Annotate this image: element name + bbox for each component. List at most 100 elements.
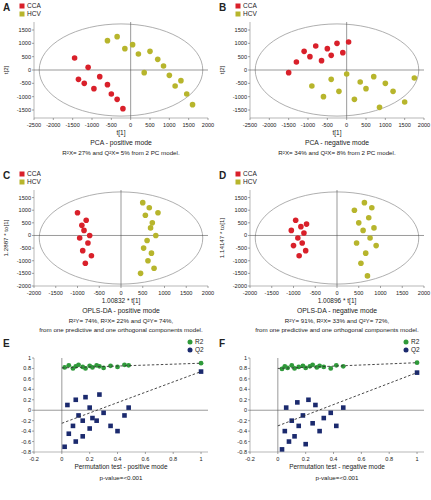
point (153, 233, 159, 239)
legend-swatch (188, 348, 193, 353)
y-tick (32, 420, 34, 421)
point (354, 240, 360, 246)
y-tick-label: 0.4 (23, 386, 31, 392)
y-tick (32, 110, 34, 111)
x-tick (121, 286, 122, 288)
x-tick-label: 1000 (158, 290, 170, 296)
x-tick-label: 0 (129, 122, 132, 128)
point (344, 71, 350, 77)
legend-label: CCA (243, 2, 257, 9)
legend-label: Q2 (195, 346, 204, 354)
legend-label: HCV (243, 178, 257, 185)
point (284, 405, 289, 410)
x-tick (169, 118, 170, 120)
y-tick-label: 0.8 (239, 365, 247, 371)
y-tick-label: 0.2 (239, 397, 247, 403)
x-axis-label: 1.00896 * t[1] (318, 297, 357, 305)
x-tick (293, 286, 294, 288)
x-tick-label: 0.6 (141, 456, 149, 462)
point (72, 55, 78, 61)
x-tick (34, 118, 35, 120)
y-tick-label: 0 (244, 407, 247, 413)
point (317, 429, 322, 434)
x-tick (186, 286, 187, 288)
x-axis-label: Permutation test - positive mode (74, 463, 168, 471)
y-tick-label: -0.6 (21, 439, 31, 445)
y-tick (248, 30, 250, 31)
point (306, 397, 311, 402)
y-tick (32, 260, 34, 261)
point (90, 416, 95, 421)
point (371, 225, 377, 231)
x-tick (145, 452, 146, 454)
point (295, 235, 301, 241)
x-tick (277, 452, 278, 454)
point (81, 81, 87, 87)
y-tick (248, 56, 250, 57)
point (360, 228, 366, 234)
point (286, 70, 292, 76)
y-tick (32, 378, 34, 379)
point (313, 43, 319, 49)
point (309, 83, 315, 89)
point (296, 253, 302, 259)
point (390, 89, 396, 95)
point (148, 225, 154, 231)
x-tick (269, 118, 270, 120)
point (299, 240, 305, 246)
point (115, 429, 120, 434)
x-tick (150, 118, 151, 120)
x-tick-label: -1000 (286, 290, 300, 296)
x-tick-label: -1000 (301, 122, 315, 128)
legend-swatch (236, 172, 241, 177)
point (319, 58, 325, 64)
point (83, 260, 89, 266)
y-tick (248, 389, 250, 390)
point (76, 77, 82, 83)
x-tick-label: 2000 (418, 290, 430, 296)
plot-area (286, 39, 417, 110)
point (66, 363, 71, 368)
point (136, 51, 142, 57)
x-tick-label: 0.8 (385, 456, 393, 462)
point (77, 235, 83, 241)
zero-line-y (250, 70, 424, 71)
x-tick (208, 286, 209, 288)
x-tick-label: 0 (60, 456, 63, 462)
x-tick (361, 452, 362, 454)
y-tick-label: 1500 (235, 27, 247, 33)
y-tick (32, 358, 34, 359)
x-tick (404, 118, 405, 120)
point (178, 78, 184, 84)
y-tick-label: 1500 (235, 195, 247, 201)
y-tick-label: -1000 (17, 258, 31, 264)
caption: R²X= 27% and Q²X= 5% from 2 PC model. (62, 149, 180, 156)
point (352, 97, 358, 103)
point (172, 83, 178, 89)
panel: -0.200.20.40.60.81-0.8-0.6-0.4-0.200.20.… (3, 338, 208, 481)
point (87, 426, 92, 431)
point (97, 392, 102, 397)
point (292, 366, 297, 371)
x-tick-label: -500 (322, 122, 333, 128)
panel: -2500-2000-1500-1000-5000500100015002000… (218, 2, 430, 156)
x-tick-label: -500 (106, 122, 117, 128)
y-tick-label: 1000 (19, 40, 31, 46)
point (321, 416, 326, 421)
y-tick (248, 197, 250, 198)
legend-label: CCA (243, 170, 257, 177)
y-tick-label: 0.2 (23, 397, 31, 403)
y-tick-label: -1000 (233, 94, 247, 100)
point (76, 413, 81, 418)
y-tick-label: -500 (20, 80, 31, 86)
point (357, 79, 363, 85)
legend-swatch (188, 340, 193, 345)
point (296, 364, 301, 369)
x-tick (358, 286, 359, 288)
y-tick-label: -0.4 (237, 428, 247, 434)
y-tick-label: 500 (22, 54, 31, 60)
point (114, 97, 120, 103)
caption: from one predictive and one orthogonal c… (255, 326, 419, 333)
point (412, 75, 418, 81)
point (362, 200, 368, 206)
